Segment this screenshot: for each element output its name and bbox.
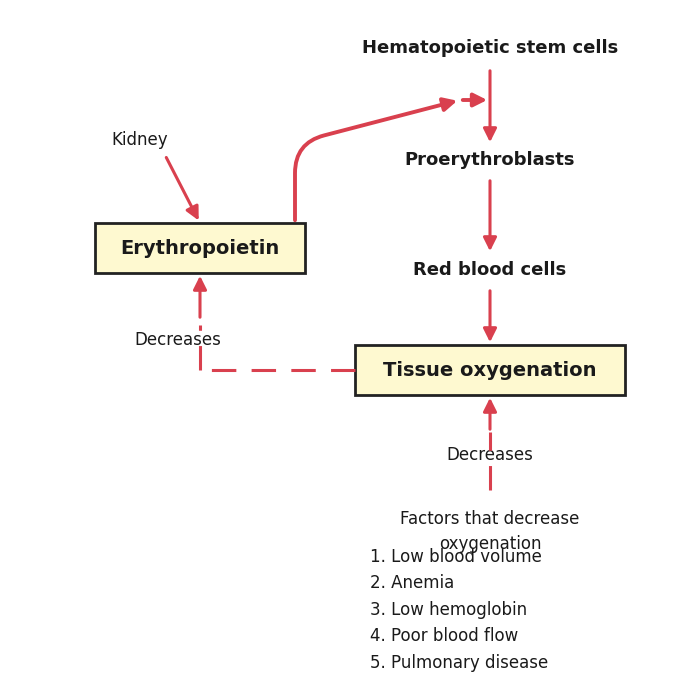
Text: Decreases: Decreases	[135, 331, 222, 349]
Text: Hematopoietic stem cells: Hematopoietic stem cells	[362, 39, 618, 57]
Text: Factors that decrease
oxygenation: Factors that decrease oxygenation	[401, 510, 579, 553]
Text: Tissue oxygenation: Tissue oxygenation	[384, 361, 597, 379]
Bar	[355, 345, 625, 395]
Text: Proerythroblasts: Proerythroblasts	[405, 151, 575, 169]
FancyArrowPatch shape	[295, 99, 453, 220]
Bar	[95, 223, 305, 273]
Text: Kidney: Kidney	[112, 131, 169, 149]
Text: 1. Low blood volume
2. Anemia
3. Low hemoglobin
4. Poor blood flow
5. Pulmonary : 1. Low blood volume 2. Anemia 3. Low hem…	[370, 548, 548, 672]
Text: Decreases: Decreases	[447, 446, 533, 464]
Text: Red blood cells: Red blood cells	[413, 261, 566, 279]
Text: Erythropoietin: Erythropoietin	[120, 239, 279, 257]
